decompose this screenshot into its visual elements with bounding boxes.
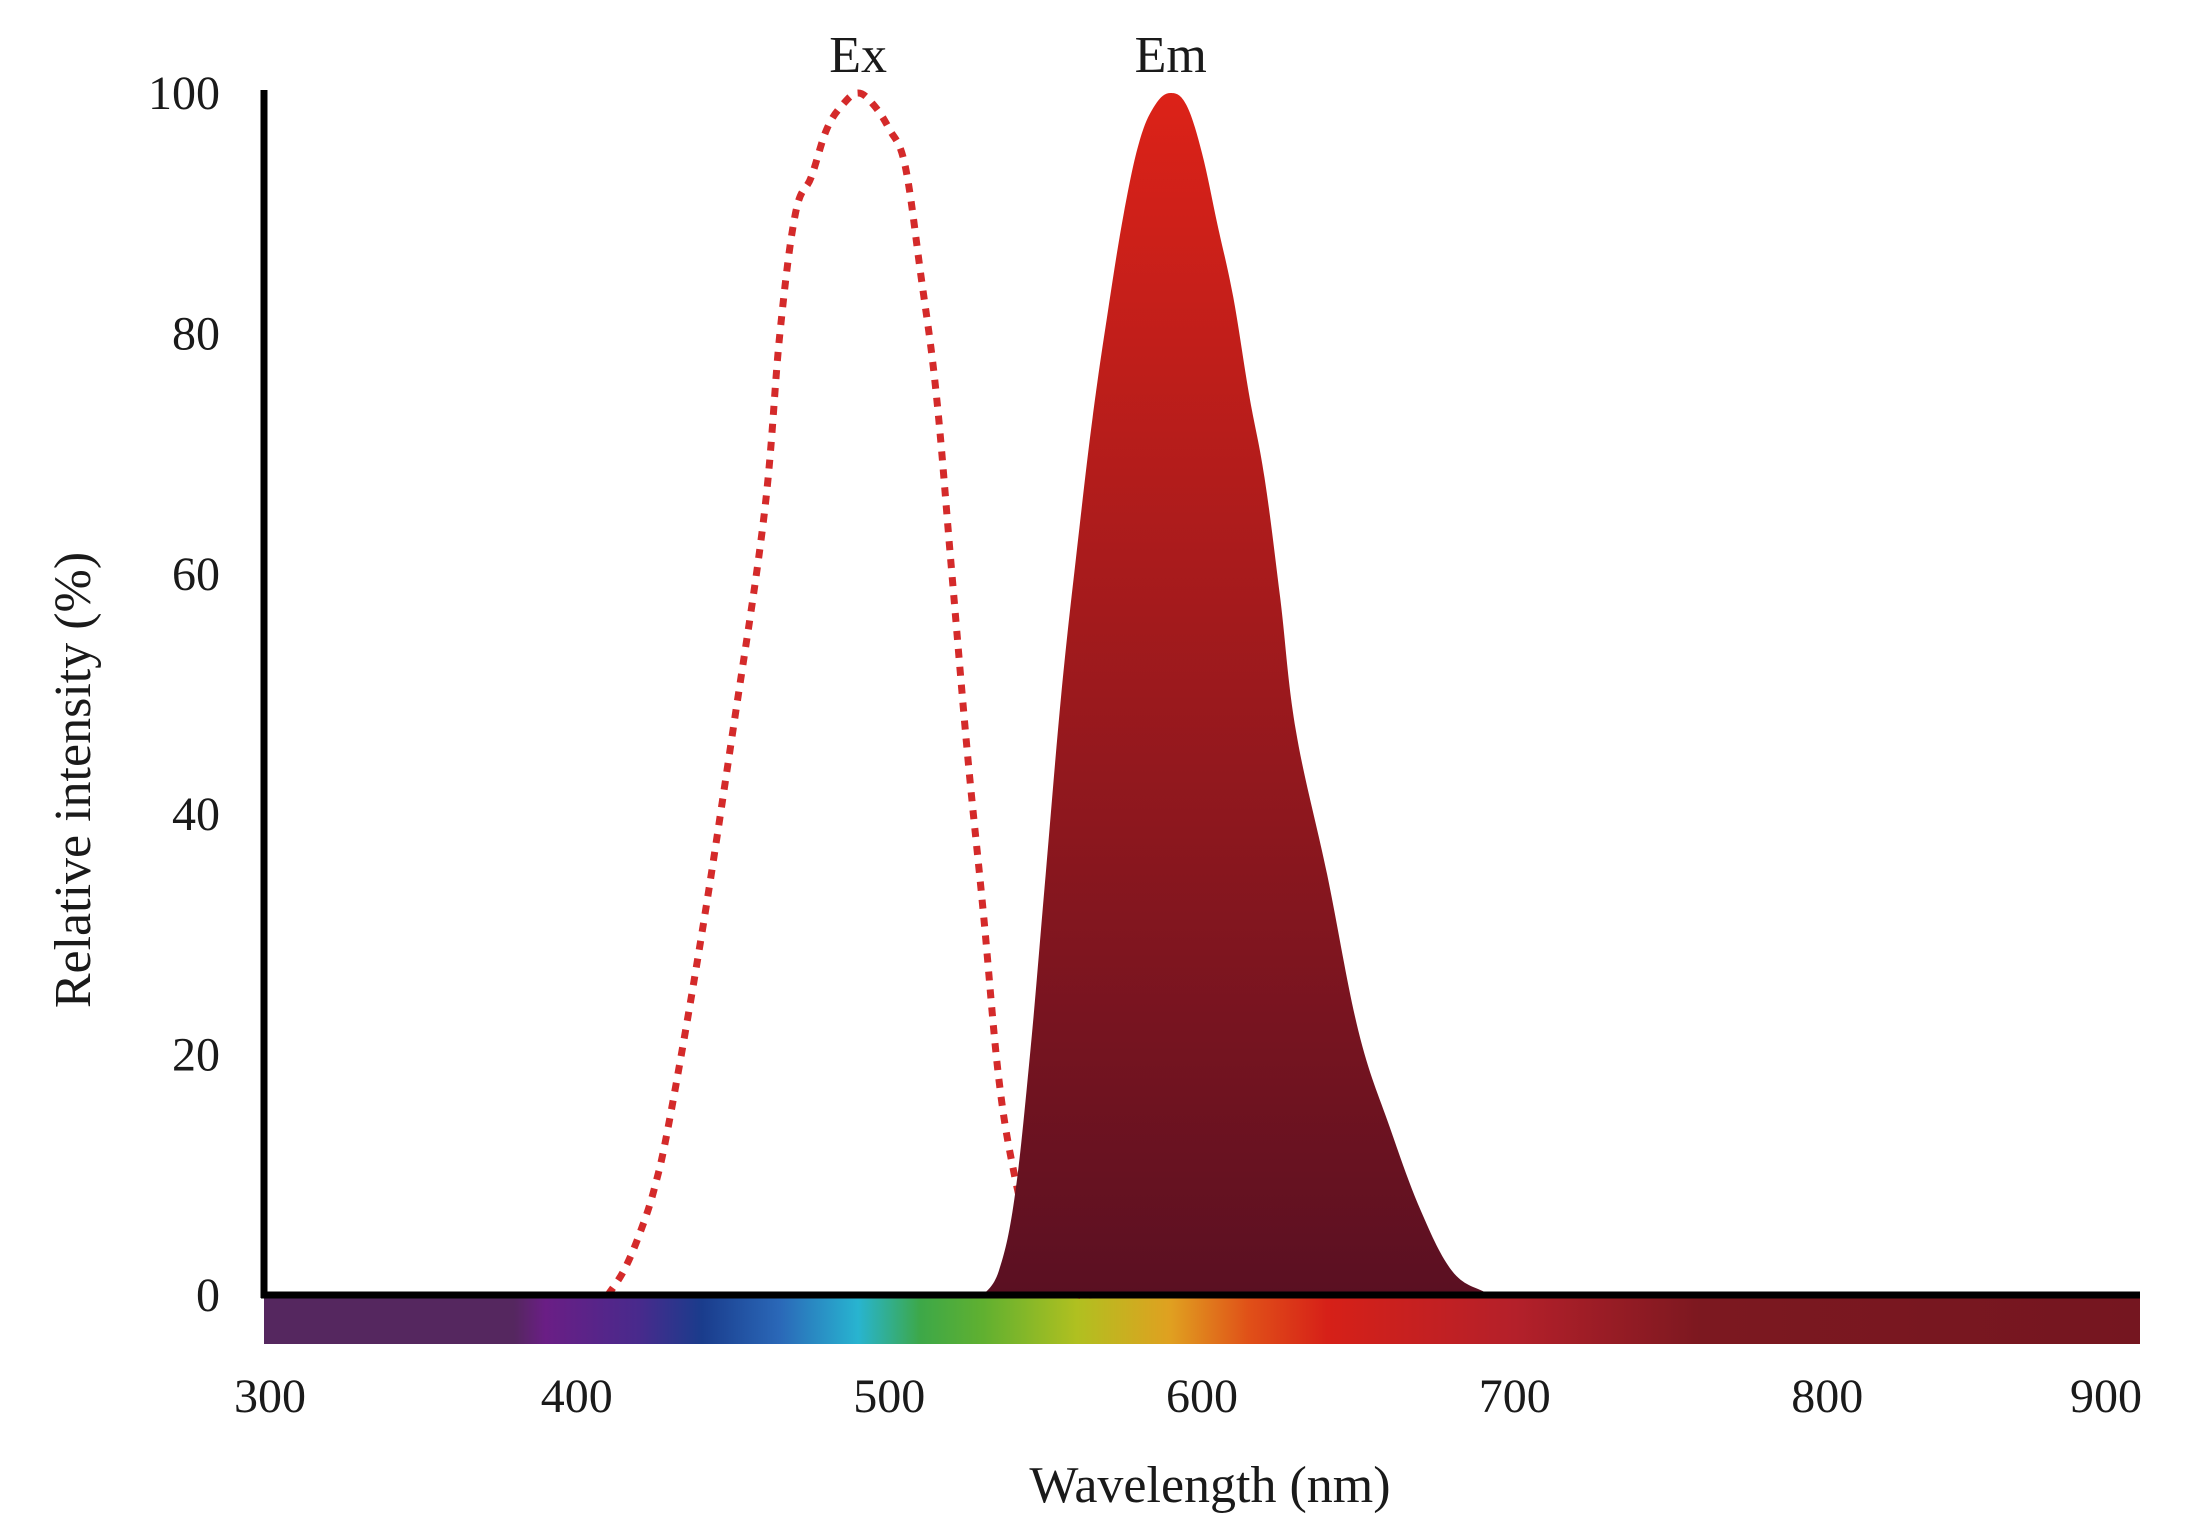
y-tick-label: 100 xyxy=(148,67,220,120)
x-tick-label: 300 xyxy=(234,1370,306,1423)
series-label-em: Em xyxy=(1135,27,1207,84)
y-tick-label: 20 xyxy=(172,1029,220,1082)
series-label-ex: Ex xyxy=(829,27,887,84)
em-area xyxy=(983,93,1499,1295)
ex-line xyxy=(604,89,1093,1299)
tick-labels: 0 20 40 60 80 100 300 400 500 600 700 800 900 xyxy=(148,67,2142,1423)
plot-area xyxy=(264,89,2140,1344)
spectrum-bar xyxy=(264,1298,2140,1344)
x-tick-label: 600 xyxy=(1166,1370,1238,1423)
x-tick-label: 900 xyxy=(2070,1370,2142,1423)
y-tick-label: 80 xyxy=(172,307,220,360)
y-tick-label: 40 xyxy=(172,788,220,841)
series-labels: Ex Em xyxy=(829,27,1207,84)
x-tick-label: 800 xyxy=(1791,1370,1863,1423)
x-tick-label: 700 xyxy=(1479,1370,1551,1423)
y-tick-label: 60 xyxy=(172,548,220,601)
y-axis-title: Relative intensity (%) xyxy=(45,552,102,1008)
axes xyxy=(260,90,2140,1299)
x-tick-label: 500 xyxy=(853,1370,925,1423)
x-axis-title: Wavelength (nm) xyxy=(1029,1457,1390,1514)
y-tick-label: 0 xyxy=(196,1269,220,1322)
x-tick-label: 400 xyxy=(541,1370,613,1423)
